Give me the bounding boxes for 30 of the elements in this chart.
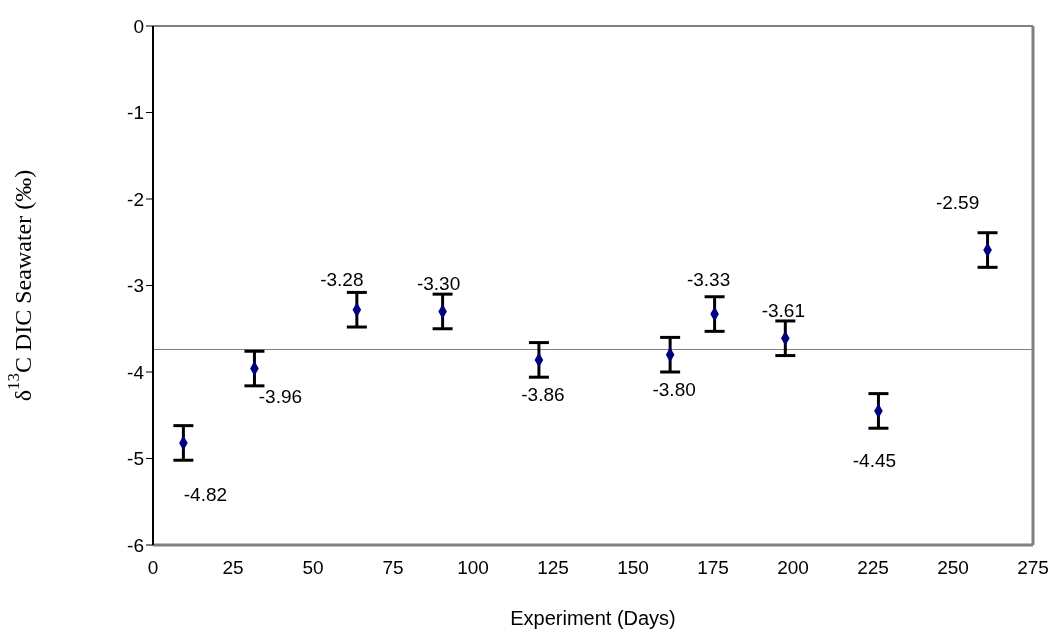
- y-tick-label: 0: [133, 15, 144, 37]
- x-tick-label: 0: [147, 557, 159, 579]
- x-tick-label: 100: [457, 557, 489, 579]
- data-label: -3.96: [258, 386, 303, 408]
- x-axis-title: Experiment (Days): [510, 607, 676, 630]
- y-tick-label: -4: [127, 361, 145, 383]
- x-tick-label: 175: [697, 557, 729, 579]
- x-tick-label: 125: [537, 557, 569, 579]
- y-tick-label: -5: [127, 448, 144, 470]
- x-tick-label: 50: [302, 557, 324, 579]
- data-label: -4.82: [183, 484, 228, 506]
- y-tick-label: -3: [127, 275, 144, 297]
- data-label: -3.28: [320, 269, 364, 291]
- data-label: -3.61: [761, 299, 805, 321]
- x-tick-label: 200: [777, 557, 809, 579]
- x-tick-label: 25: [222, 557, 244, 579]
- x-tick-label: 225: [857, 557, 889, 579]
- data-label: -3.86: [521, 384, 565, 406]
- y-tick-label: -1: [127, 102, 144, 124]
- data-label: -2.59: [935, 191, 980, 213]
- data-label: -3.30: [416, 272, 461, 294]
- x-tick-label: 275: [1017, 557, 1049, 579]
- data-label: -3.33: [686, 268, 731, 290]
- x-tick-label: 75: [382, 557, 404, 579]
- data-label: -3.80: [652, 379, 696, 401]
- y-tick-label: -6: [127, 534, 144, 556]
- y-tick-label: -2: [127, 188, 144, 210]
- x-tick-label: 250: [937, 557, 969, 579]
- x-tick-label: 150: [617, 557, 649, 579]
- data-label: -4.45: [852, 450, 897, 472]
